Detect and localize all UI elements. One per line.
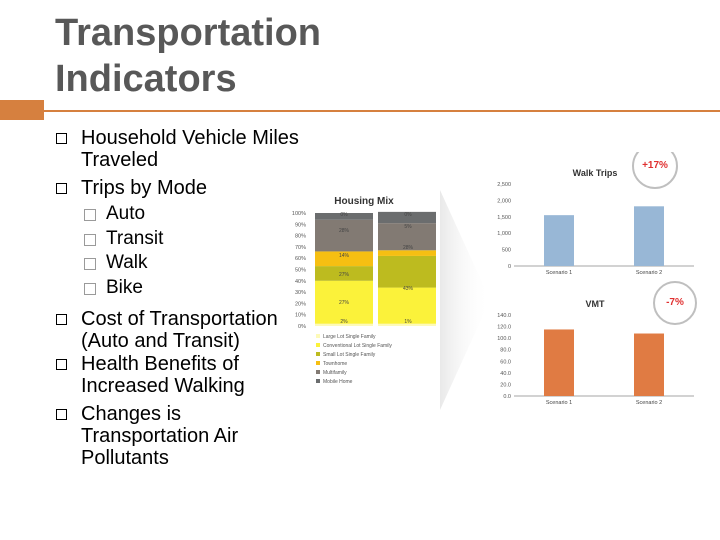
bullet-cost: Cost of Transportation (Auto and Transit…	[81, 308, 278, 352]
slide-title: Transportation Indicators	[55, 12, 322, 100]
change-badge: -7%	[666, 297, 684, 308]
legend-swatch	[316, 334, 320, 338]
y-tick-label: 10%	[295, 313, 306, 319]
y-tick-label: 80%	[295, 234, 306, 240]
bar	[544, 329, 574, 396]
y-tick-label: 100%	[292, 211, 306, 217]
bar-segment	[378, 250, 436, 256]
bullet-vmt: Household Vehicle Miles Traveled	[81, 127, 299, 171]
sub-bullet-walk: Walk	[106, 252, 148, 273]
bullet-health: Health Benefits of Increased Walking	[81, 353, 245, 397]
bar	[634, 333, 664, 396]
legend-swatch	[316, 379, 320, 383]
y-tick-label: 40.0	[500, 371, 511, 377]
x-tick-label: Scenario 2	[636, 400, 662, 406]
title-accent-line	[44, 110, 720, 112]
y-tick-label: 60%	[295, 256, 306, 262]
data-label: 14%	[339, 253, 350, 259]
legend-swatch	[316, 361, 320, 365]
title-accent-bar	[0, 100, 44, 120]
legend-swatch	[316, 352, 320, 356]
y-tick-label: 120.0	[497, 325, 511, 331]
y-tick-label: 20%	[295, 301, 306, 307]
x-tick-label: Scenario 1	[546, 400, 572, 406]
y-tick-label: 50%	[295, 268, 306, 274]
chart-title: Walk Trips	[573, 168, 618, 178]
bar-segment	[378, 323, 436, 326]
bar-segment	[378, 255, 436, 288]
y-tick-label: 70%	[295, 245, 306, 251]
bar-segment	[378, 287, 436, 324]
bar-segment	[378, 211, 436, 224]
y-tick-label: 0	[508, 264, 511, 270]
data-label: 0%	[340, 212, 348, 218]
legend-entry: Multifamily	[323, 370, 347, 376]
bullet-trips-by-mode: Trips by Mode	[81, 177, 207, 199]
x-tick-label: Scenario 1	[546, 270, 572, 276]
y-tick-label: 0.0	[503, 394, 511, 400]
arrow-shape	[440, 190, 490, 410]
y-tick-label: 1,500	[497, 215, 511, 221]
chart-title: Housing Mix	[334, 196, 394, 207]
bar-segment	[315, 280, 373, 324]
sub-bullet-auto: Auto	[106, 203, 146, 224]
data-label: 28%	[403, 245, 414, 251]
y-tick-label: 90%	[295, 222, 306, 228]
bar	[634, 206, 664, 266]
walk-trips-chart: Walk Trips +17% 0 500 1,000 1,500 2,000 2,500…	[497, 152, 694, 276]
legend-entry: Large Lot Single Family	[323, 334, 376, 340]
x-tick-label: Scenario 2	[636, 270, 662, 276]
y-tick-label: 30%	[295, 290, 306, 296]
y-tick-label: 500	[502, 248, 511, 254]
data-label: 27%	[339, 300, 350, 306]
legend-entry: Small Lot Single Family	[323, 352, 376, 358]
chart-title: VMT	[586, 299, 606, 309]
y-tick-label: 140.0	[497, 313, 511, 319]
bar-segment	[315, 266, 373, 281]
y-tick-label: 80.0	[500, 348, 511, 354]
y-tick-label: 2,000	[497, 198, 511, 204]
bar-segment	[378, 223, 436, 251]
sub-bullet-bike: Bike	[106, 277, 143, 298]
bar	[544, 215, 574, 266]
y-tick-label: 60.0	[500, 359, 511, 365]
legend-entry: Mobile Home	[323, 379, 353, 385]
data-label: 27%	[339, 272, 350, 278]
bar-segment	[315, 251, 373, 267]
y-tick-label: 2,500	[497, 182, 511, 188]
legend-entry: Townhome	[323, 361, 347, 367]
change-badge: +17%	[642, 160, 668, 171]
y-tick-label: 40%	[295, 279, 306, 285]
sub-bullet-transit: Transit	[106, 228, 164, 249]
vmt-chart: VMT -7% 0.0 20.0 40.0 60.0 80.0 100.0 120.0 140…	[497, 281, 697, 406]
housing-mix-chart: Housing Mix 0% 10% 20% 30% 40% 50% 60% 70% 80% 90…	[292, 196, 436, 385]
bar-segment	[315, 213, 373, 220]
data-label: 43%	[403, 286, 414, 292]
badge-circle	[653, 281, 697, 325]
data-label: 1%	[404, 319, 412, 325]
legend-entry: Conventional Lot Single Family	[323, 343, 392, 349]
legend-swatch	[316, 343, 320, 347]
y-tick-label: 100.0	[497, 336, 511, 342]
data-label: 28%	[339, 228, 350, 234]
badge-circle	[632, 152, 678, 189]
legend-swatch	[316, 370, 320, 374]
bullet-pollutants: Changes is Transportation Air Pollutants	[81, 403, 239, 469]
data-label: 2%	[340, 319, 348, 325]
y-tick-label: 20.0	[500, 382, 511, 388]
y-tick-label: 1,000	[497, 231, 511, 237]
y-tick-label: 0%	[298, 324, 306, 330]
bar-segment	[315, 323, 373, 326]
bar-segment	[315, 219, 373, 252]
data-label: 0%	[404, 212, 412, 218]
data-label: 5%	[404, 224, 412, 230]
